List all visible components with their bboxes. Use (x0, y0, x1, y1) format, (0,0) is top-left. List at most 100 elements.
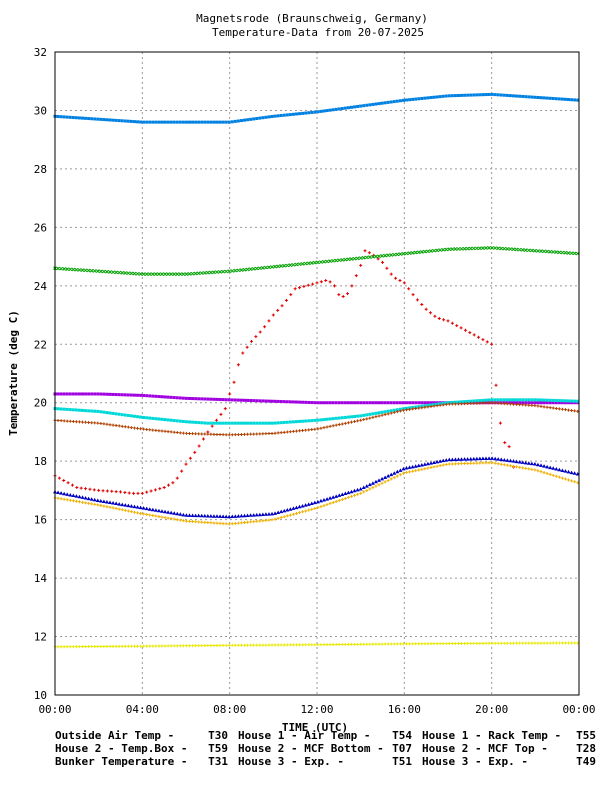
data-point (487, 92, 491, 96)
data-point (334, 258, 339, 263)
data-point (401, 401, 405, 405)
data-point (178, 419, 182, 423)
data-point (567, 641, 571, 645)
data-point (178, 120, 182, 124)
data-point (255, 432, 259, 436)
data-point (90, 392, 94, 396)
data-point (233, 398, 237, 402)
data-point (80, 495, 85, 499)
data-point (331, 501, 335, 505)
data-point (123, 503, 128, 507)
data-point (328, 424, 332, 428)
data-point (570, 399, 574, 403)
data-point (62, 645, 66, 649)
data-point (365, 413, 369, 417)
data-point (505, 641, 509, 645)
data-point (401, 98, 405, 102)
data-point (354, 274, 358, 278)
data-point (148, 428, 152, 432)
data-point (373, 479, 378, 484)
data-point (444, 458, 449, 462)
data-point (123, 413, 127, 417)
data-point (475, 461, 479, 465)
data-point (264, 399, 268, 403)
data-point (117, 270, 122, 275)
data-point (539, 463, 544, 467)
legend-tag: T07 (392, 742, 412, 755)
data-point (171, 481, 175, 485)
data-point (184, 272, 189, 276)
data-point (560, 641, 564, 645)
data-point (349, 642, 353, 646)
data-point (178, 644, 182, 648)
data-point (515, 641, 519, 645)
data-point (304, 111, 308, 115)
data-point (77, 645, 81, 649)
data-point (254, 335, 258, 339)
legend-tag: T54 (392, 729, 412, 742)
data-point (86, 268, 91, 273)
data-point (570, 641, 574, 645)
data-point (356, 104, 360, 108)
data-point (154, 120, 158, 124)
data-point (362, 418, 366, 422)
data-point (150, 507, 155, 512)
data-point (310, 428, 314, 432)
data-point (460, 641, 464, 645)
data-point (298, 511, 302, 515)
data-point (273, 264, 277, 269)
data-point (429, 249, 433, 253)
data-point (167, 483, 171, 487)
data-point (62, 267, 67, 271)
data-point (532, 462, 537, 466)
data-point (551, 97, 555, 101)
data-point (512, 402, 515, 406)
data-point (202, 513, 207, 518)
data-point (210, 424, 214, 428)
data-point (432, 465, 436, 469)
data-point (139, 511, 143, 515)
data-point (548, 406, 552, 410)
data-point (520, 248, 525, 252)
data-point (71, 267, 76, 272)
data-point (551, 473, 555, 477)
data-point (478, 641, 482, 645)
data-point (408, 98, 412, 102)
data-point (86, 496, 91, 501)
data-point (498, 421, 502, 425)
data-point (270, 643, 274, 647)
data-point (346, 421, 350, 425)
data-point (487, 456, 492, 460)
data-point (291, 506, 296, 510)
legend-label: Bunker Temperature - (55, 755, 187, 768)
data-point (367, 255, 372, 259)
data-point (141, 506, 146, 510)
data-point (62, 407, 66, 411)
data-point (194, 432, 198, 436)
data-point (71, 499, 75, 503)
data-point (282, 515, 286, 519)
data-point (282, 430, 286, 434)
data-point (129, 414, 133, 418)
data-point (135, 505, 140, 509)
data-point (201, 437, 205, 441)
data-point (312, 260, 317, 265)
data-point (481, 461, 485, 465)
data-point (304, 419, 308, 423)
data-point (465, 246, 470, 251)
data-point (334, 500, 338, 504)
data-point (163, 418, 167, 422)
data-point (245, 267, 250, 272)
data-point (157, 417, 161, 421)
data-point (242, 267, 247, 272)
data-point (361, 485, 366, 490)
data-point (576, 98, 580, 102)
data-point (194, 420, 198, 424)
data-point (340, 422, 344, 426)
data-point (96, 503, 100, 507)
data-point (276, 114, 280, 118)
data-point (319, 643, 323, 647)
data-point (289, 293, 293, 297)
data-point (420, 96, 424, 100)
data-point (576, 401, 580, 405)
